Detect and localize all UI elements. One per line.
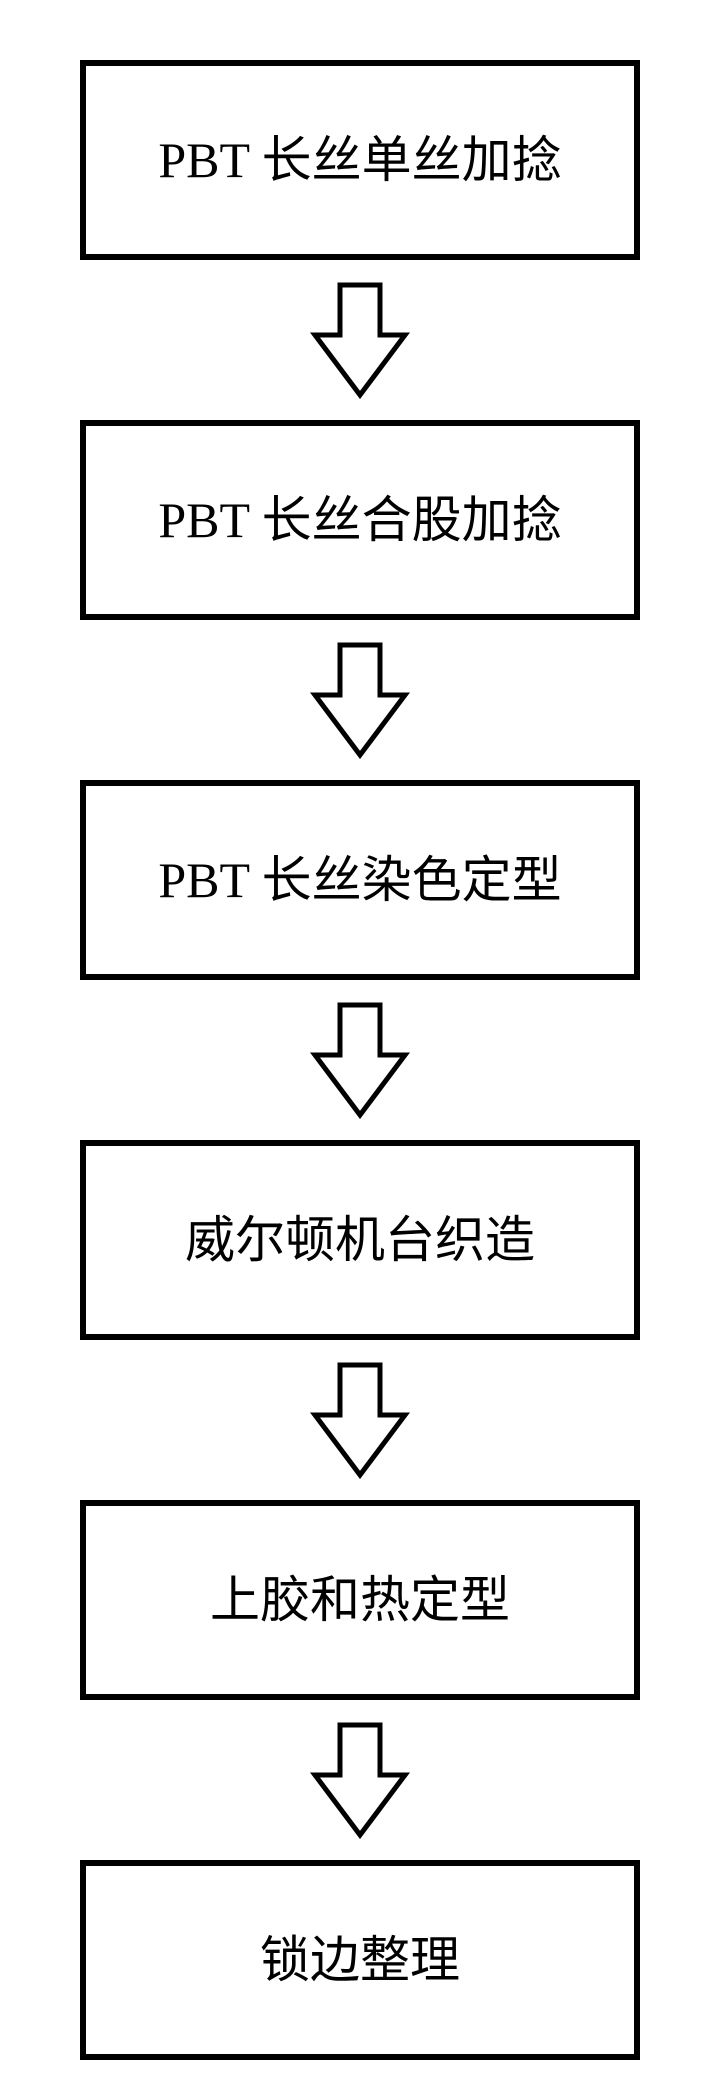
flow-step-label: 威尔顿机台织造 xyxy=(185,1215,535,1265)
flow-step-3: PBT 长丝染色定型 xyxy=(80,780,640,980)
arrow-icon xyxy=(310,1360,410,1480)
flow-step-2: PBT 长丝合股加捻 xyxy=(80,420,640,620)
flow-step-label: PBT 长丝染色定型 xyxy=(158,855,561,905)
arrow-icon xyxy=(310,1720,410,1840)
flow-step-1: PBT 长丝单丝加捻 xyxy=(80,60,640,260)
flow-step-5: 上胶和热定型 xyxy=(80,1500,640,1700)
flow-step-6: 锁边整理 xyxy=(80,1860,640,2060)
arrow-icon xyxy=(310,1000,410,1120)
flow-step-label: 锁边整理 xyxy=(260,1935,460,1985)
arrow-icon xyxy=(310,280,410,400)
arrow-icon xyxy=(310,640,410,760)
flow-step-4: 威尔顿机台织造 xyxy=(80,1140,640,1340)
flow-step-label: PBT 长丝合股加捻 xyxy=(158,495,561,545)
flow-step-label: PBT 长丝单丝加捻 xyxy=(158,135,561,185)
flow-step-label: 上胶和热定型 xyxy=(210,1575,510,1625)
